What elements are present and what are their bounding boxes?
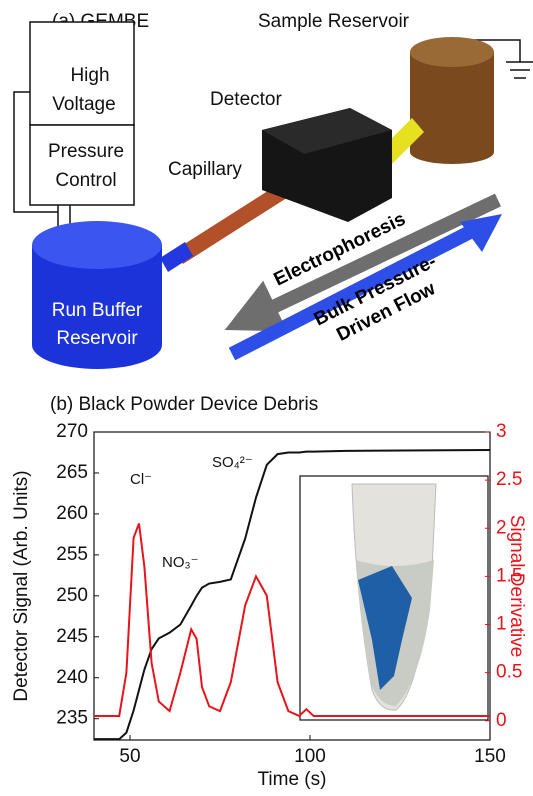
y-tick-label: 240 bbox=[56, 667, 88, 688]
y2-tick-label: 2 bbox=[496, 517, 507, 538]
y-tick-label: 245 bbox=[56, 626, 88, 647]
sample-cylinder bbox=[410, 52, 494, 164]
y-tick-label: 235 bbox=[56, 708, 88, 729]
pressure-control-box bbox=[30, 125, 134, 205]
figure: (a) GEMBE Sample Reservoir HighVoltage P… bbox=[0, 0, 533, 796]
y2-tick-label: 3 bbox=[496, 421, 507, 442]
y-tick-label: 250 bbox=[56, 585, 88, 606]
sample-cylinder-top bbox=[410, 37, 494, 67]
bulk-flow-label: Bulk Pressure-Driven Flow bbox=[311, 251, 451, 352]
peak-annotation: SO₄²⁻ bbox=[212, 454, 253, 471]
capillary-label: Capillary bbox=[168, 159, 242, 180]
y-tick-label: 270 bbox=[56, 421, 88, 442]
chart: (b) Black Powder Device Debris Time (s) … bbox=[11, 394, 527, 790]
y2-tick-label: 1 bbox=[496, 614, 507, 635]
chart-title: (b) Black Powder Device Debris bbox=[50, 394, 318, 415]
detector-label: Detector bbox=[210, 89, 282, 110]
x-tick-label: 50 bbox=[119, 746, 140, 767]
y2-tick-label: 2.5 bbox=[496, 469, 522, 490]
peak-annotation: NO₃⁻ bbox=[162, 554, 199, 571]
y-tick-label: 260 bbox=[56, 503, 88, 524]
y-axis-label: Detector Signal (Arb. Units) bbox=[11, 470, 32, 701]
peak-annotation: Cl⁻ bbox=[130, 471, 152, 488]
x-tick-label: 100 bbox=[294, 746, 326, 767]
y-tick-label: 265 bbox=[56, 462, 88, 483]
run-buffer-top bbox=[32, 221, 162, 269]
x-axis-label: Time (s) bbox=[258, 769, 327, 790]
sample-reservoir-label: Sample Reservoir bbox=[258, 11, 410, 32]
y2-tick-label: 0 bbox=[496, 710, 507, 731]
x-tick-label: 150 bbox=[474, 746, 506, 767]
y2-tick-label: 1.5 bbox=[496, 565, 522, 586]
y-tick-label: 255 bbox=[56, 544, 88, 565]
y2-tick-label: 0.5 bbox=[496, 662, 522, 683]
